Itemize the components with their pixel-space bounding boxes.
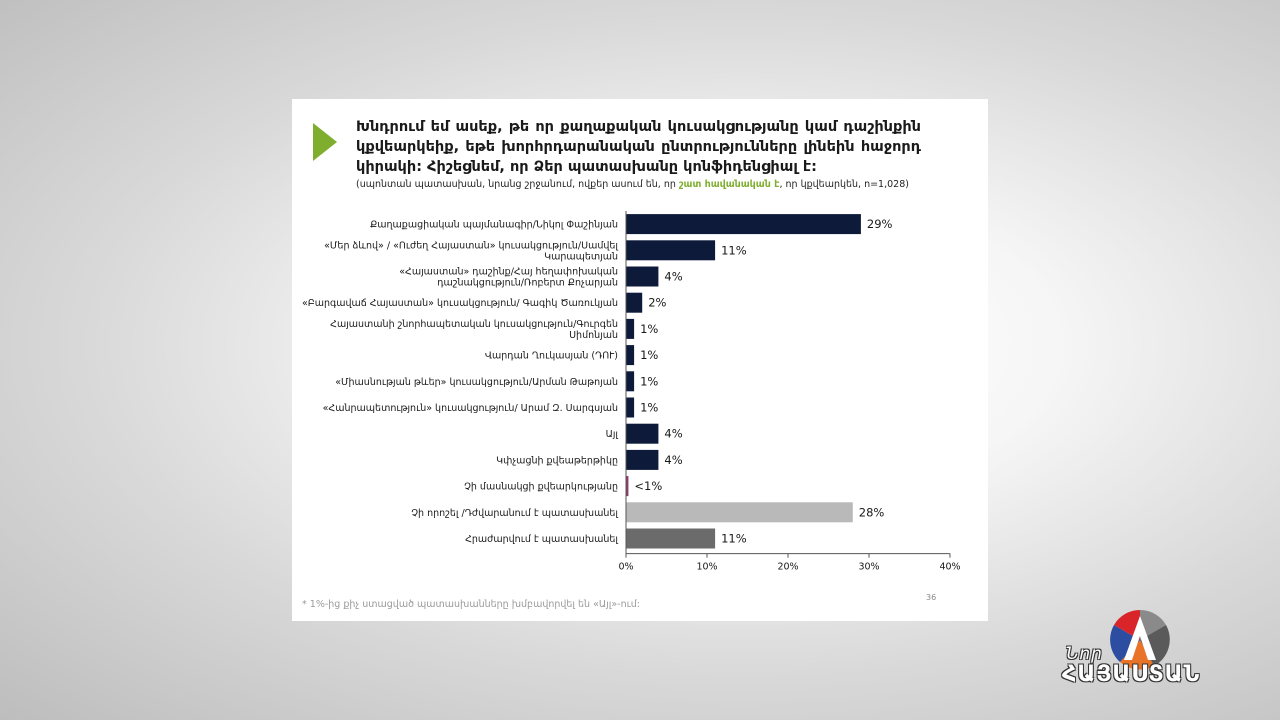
category-label-11: Չի մասնակցի քվեարկությանը xyxy=(464,482,618,493)
x-tick-label-1: 0% xyxy=(618,562,633,573)
x-tick-label-2: 10% xyxy=(696,562,717,573)
category-label-6: Վարդան Ղուկասյան (ԴՈՒ) xyxy=(485,351,618,362)
bar-5 xyxy=(626,318,635,339)
value-label-8: 1% xyxy=(640,401,658,415)
value-label-3: 4% xyxy=(664,270,682,284)
bar-13 xyxy=(626,528,716,549)
value-label-7: 1% xyxy=(640,374,658,388)
footnote: * 1%-ից քիչ ստացված պատասխանները խմբավոր… xyxy=(302,599,640,610)
value-label-12: 28% xyxy=(859,505,885,519)
value-label-4: 2% xyxy=(648,296,666,310)
slide-panel: Խնդրում եմ ասեք, թե որ քաղաքական կուսակց… xyxy=(292,99,988,621)
value-label-5: 1% xyxy=(640,322,658,336)
logo-text-nor: Նոր xyxy=(1066,644,1103,664)
play-arrow-icon xyxy=(313,123,337,161)
category-label-5: Հայաստանի շնորհապետական կուսակցություն/Գ… xyxy=(330,319,618,341)
bar-6 xyxy=(626,345,635,366)
bar-chart: Քաղաքացիական պայմանագիր/Նիկոլ Փաշինյան 29… xyxy=(302,211,961,573)
slide-title: Խնդրում եմ ասեք, թե որ քաղաքական կուսակց… xyxy=(356,119,921,175)
category-label-12: Չի որոշել /Դժվարանում է պատասխանել xyxy=(411,508,618,519)
value-label-11: <1% xyxy=(634,479,662,493)
logo-text-name: ՀԱՅԱՍՏԱՆ xyxy=(1062,662,1201,687)
category-label-9: Այլ xyxy=(606,429,619,440)
bar-2 xyxy=(626,240,716,261)
category-label-4: «Բարգավաճ Հայաստան» կուսակցություն/ Գագի… xyxy=(302,298,618,309)
x-tick-label-4: 30% xyxy=(858,562,879,573)
value-label-10: 4% xyxy=(664,453,682,467)
value-label-1: 29% xyxy=(867,217,893,231)
bar-12 xyxy=(626,502,853,523)
value-label-2: 11% xyxy=(721,243,747,257)
bar-9 xyxy=(626,423,659,444)
bar-11 xyxy=(626,476,629,497)
subtitle-text-before: (սպոնտան պատասխան, նրանց շրջանում, ովքեր… xyxy=(356,179,679,190)
category-label-2: «Մեր ձևով» / «Ուժեղ Հայաստան» կուսակցութ… xyxy=(324,240,618,262)
category-label-3: «Հայաստան» դաշինք/Հայ հեղափոխական դաշնակց… xyxy=(399,267,618,289)
bar-1 xyxy=(626,214,861,235)
slide-subtitle: (սպոնտան պատասխան, նրանց շրջանում, ովքեր… xyxy=(356,179,956,190)
value-label-13: 11% xyxy=(721,532,747,546)
x-tick-label-3: 20% xyxy=(777,562,798,573)
bar-4 xyxy=(626,292,643,313)
bar-10 xyxy=(626,449,659,470)
bar-7 xyxy=(626,371,635,392)
category-label-13: Հրաժարվում է պատասխանել xyxy=(465,534,618,545)
bar-3 xyxy=(626,266,659,287)
category-label-1: Քաղաքացիական պայմանագիր/Նիկոլ Փաշինյան xyxy=(370,220,618,231)
subtitle-highlight: շատ հավանական է xyxy=(678,179,780,190)
subtitle-text-after: , որ կքվեարկեն, n=1,028) xyxy=(779,179,909,190)
bar-8 xyxy=(626,397,635,418)
logo-circle-icon xyxy=(1110,610,1170,670)
value-label-9: 4% xyxy=(664,427,682,441)
category-label-8: «Հանրապետություն» կուսակցություն/ Արամ Զ… xyxy=(323,403,618,414)
category-label-10: Կփչացնի քվեաթերթիկը xyxy=(496,455,618,466)
page-number: 36 xyxy=(926,593,937,602)
category-label-7: «Միասնության թևեր» կուսակցություն/Արման … xyxy=(335,377,618,388)
channel-logo: Նոր ՀԱՅԱՍՏԱՆ xyxy=(1060,600,1220,700)
value-label-6: 1% xyxy=(640,348,658,362)
x-tick-label-5: 40% xyxy=(939,562,960,573)
